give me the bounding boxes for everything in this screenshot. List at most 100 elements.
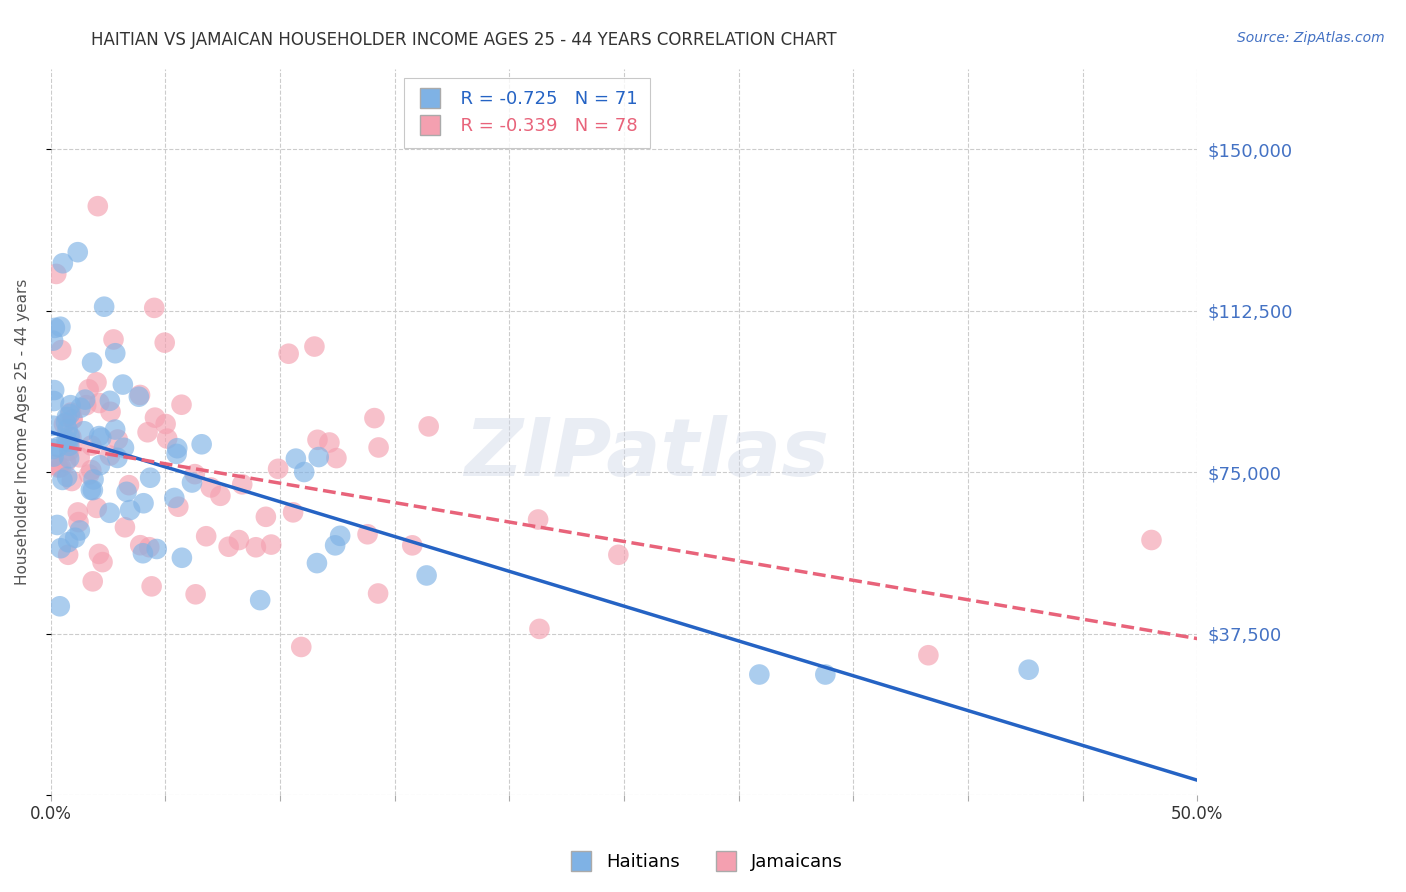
Point [814,667,837,681]
Point [87,547,110,561]
Point [104,423,127,437]
Point [77,467,100,482]
Point [1018,663,1040,677]
Point [367,441,389,455]
Point [139,471,162,485]
Point [51,343,73,358]
Point [93,300,115,314]
Point [86,376,108,390]
Point [170,550,193,565]
Point [44,458,66,472]
Point [415,568,437,582]
Point [304,340,326,354]
Point [80,356,103,370]
Point [55,455,77,469]
Point [73,424,96,438]
Point [83,472,105,486]
Point [104,346,127,360]
Point [107,450,129,465]
Point [42,442,65,456]
Point [141,579,163,593]
Point [42,418,65,433]
Point [59,407,82,421]
Point [69,401,91,415]
Point [49,541,72,556]
Point [51,473,73,487]
Point [75,398,97,412]
Point [86,500,108,515]
Point [55,433,77,447]
Point [318,435,340,450]
Point [329,529,352,543]
Point [195,529,218,543]
Point [112,441,135,455]
Point [323,538,346,552]
Point [166,447,188,461]
Point [66,505,89,519]
Point [60,430,83,444]
Point [60,412,83,426]
Text: ZIPatlas: ZIPatlas [464,415,830,492]
Point [254,509,277,524]
Point [107,433,129,447]
Point [184,587,207,601]
Point [167,500,190,514]
Point [55,416,77,430]
Point [267,462,290,476]
Point [58,535,80,549]
Point [52,417,75,432]
Point [66,245,89,260]
Point [58,443,80,458]
Point [145,541,167,556]
Point [607,548,630,562]
Point [60,437,83,451]
Point [59,406,82,420]
Point [129,388,152,402]
Point [305,556,328,570]
Point [89,396,111,410]
Point [200,480,222,494]
Point [52,256,75,270]
Legend: Haitians, Jamaicans: Haitians, Jamaicans [557,847,849,879]
Point [418,419,440,434]
Point [42,450,65,464]
Point [56,422,79,436]
Point [170,398,193,412]
Point [367,586,389,600]
Point [89,458,111,473]
Point [42,334,65,348]
Point [401,538,423,552]
Point [132,496,155,510]
Point [58,429,80,443]
Point [181,475,204,490]
Point [100,405,122,419]
Point [98,506,121,520]
Point [46,440,69,454]
Point [118,478,141,492]
Point [98,449,121,463]
Point [82,483,104,497]
Point [132,546,155,560]
Point [356,527,378,541]
Point [128,390,150,404]
Point [118,503,141,517]
Point [69,524,91,538]
Point [67,515,90,529]
Legend:   R = -0.725   N = 71,   R = -0.339   N = 78: R = -0.725 N = 71, R = -0.339 N = 78 [404,78,650,148]
Point [77,382,100,396]
Point [49,460,72,475]
Point [58,451,80,466]
Point [44,321,66,335]
Point [80,463,103,477]
Point [249,593,271,607]
Point [82,574,104,589]
Point [115,484,138,499]
Point [49,319,72,334]
Point [153,335,176,350]
Point [136,425,159,440]
Point [138,540,160,554]
Point [143,410,166,425]
Point [231,477,253,491]
Point [307,433,329,447]
Point [529,622,551,636]
